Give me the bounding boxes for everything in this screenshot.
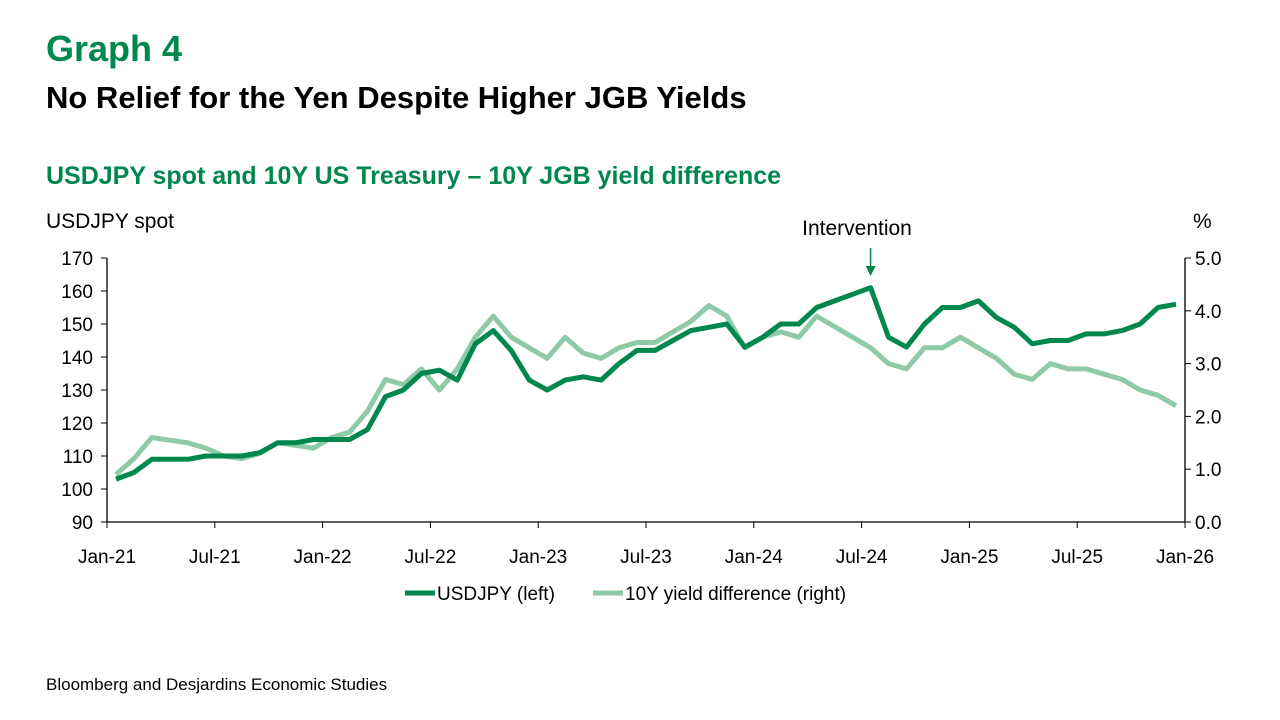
- x-tick-label: Jan-24: [725, 547, 784, 568]
- y-right-tick-label: 4.0: [1195, 302, 1221, 323]
- x-tick-label: Jan-23: [509, 547, 567, 568]
- legend: USDJPY (left) 10Y yield difference (righ…: [405, 584, 846, 605]
- annotation-arrow-icon: [865, 266, 876, 276]
- y-left-label: USDJPY spot: [46, 210, 174, 233]
- y-right-tick-label: 5.0: [1195, 249, 1221, 270]
- legend-label-usdjpy: USDJPY (left): [437, 584, 555, 605]
- y-left-tick-label: 150: [61, 315, 93, 336]
- chart-title: No Relief for the Yen Despite Higher JGB…: [46, 80, 747, 115]
- x-tick-label: Jul-23: [620, 547, 672, 568]
- y-right-tick-label: 1.0: [1195, 460, 1221, 481]
- x-tick-label: Jul-25: [1051, 547, 1103, 568]
- x-tick-label: Jul-22: [405, 547, 457, 568]
- y-left-tick-label: 110: [63, 447, 93, 468]
- y-left-tick-label: 140: [61, 348, 93, 369]
- x-tick-label: Jan-22: [294, 547, 352, 568]
- y-right-tick-label: 0.0: [1195, 513, 1221, 534]
- y-left-tick-label: 90: [72, 513, 93, 534]
- x-tick-label: Jan-25: [940, 547, 998, 568]
- legend-label-yield: 10Y yield difference (right): [625, 584, 846, 605]
- x-tick-label: Jan-21: [78, 547, 136, 568]
- chart-subtitle: USDJPY spot and 10Y US Treasury – 10Y JG…: [46, 162, 782, 190]
- y-left-tick-label: 160: [61, 282, 93, 303]
- y-right-tick-label: 3.0: [1195, 355, 1221, 376]
- y-left-tick-label: 120: [61, 414, 93, 435]
- graph-label: Graph 4: [46, 28, 183, 69]
- x-tick-label: Jul-24: [836, 547, 888, 568]
- y-left-tick-label: 100: [61, 480, 93, 501]
- x-tick-label: Jan-26: [1156, 547, 1214, 568]
- x-tick-label: Jul-21: [189, 547, 241, 568]
- y-left-tick-label: 170: [61, 249, 93, 270]
- y-right-tick-label: 2.0: [1195, 407, 1221, 428]
- y-left-tick-label: 130: [61, 381, 93, 402]
- series-usdjpy: [115, 285, 1177, 482]
- y-right-label: %: [1193, 210, 1212, 233]
- source-note: Bloomberg and Desjardins Economic Studie…: [46, 675, 388, 694]
- annotation-intervention: Intervention: [802, 217, 912, 240]
